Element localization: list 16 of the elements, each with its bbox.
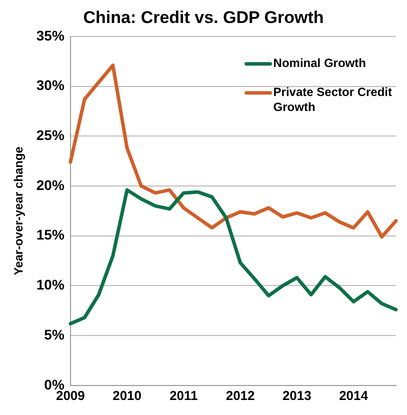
y-axis-title: Year-over-year change — [12, 146, 26, 276]
legend-label: Private Sector Credit Growth — [273, 85, 392, 114]
x-tick-label: 2012 — [226, 388, 255, 403]
legend-label: Nominal Growth — [273, 56, 366, 70]
y-tick-label: 20% — [36, 176, 65, 193]
y-tick-label: 5% — [44, 326, 65, 342]
x-tick-label: 2014 — [339, 388, 369, 403]
y-tick-label: 15% — [36, 226, 65, 243]
y-tick-label: 35% — [36, 27, 65, 44]
y-tick-label: 30% — [36, 77, 65, 94]
x-tick-label: 2011 — [170, 388, 198, 403]
y-tick-label: 25% — [36, 126, 65, 143]
x-tick-label: 2013 — [282, 388, 312, 403]
x-tick-label: 2010 — [112, 388, 142, 403]
y-tick-label: 10% — [36, 276, 65, 293]
chart-title: China: Credit vs. GDP Growth — [83, 8, 324, 27]
